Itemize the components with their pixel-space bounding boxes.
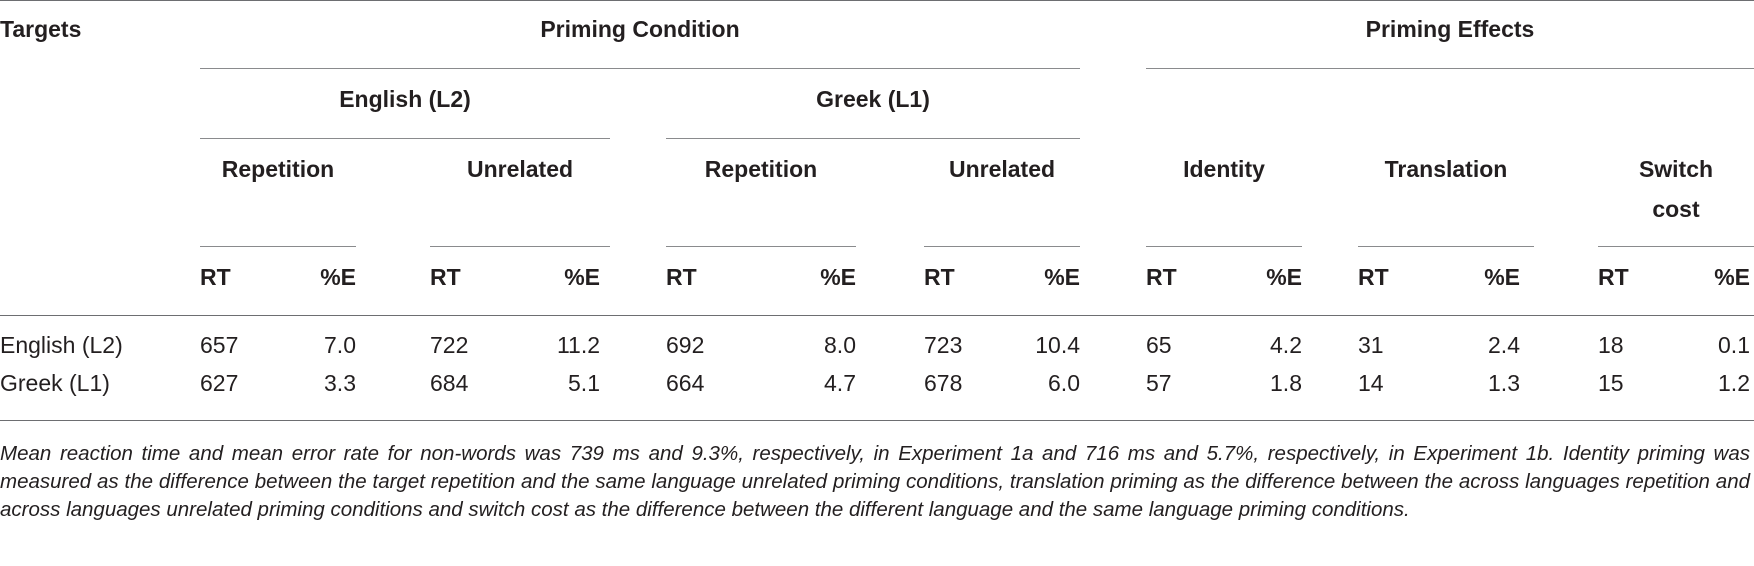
table-header-rule: [0, 315, 1754, 316]
table-top-rule: [0, 0, 1754, 1]
cell-value: 6.0: [1048, 370, 1080, 396]
cell-value: 723: [924, 332, 963, 358]
cell-value: 664: [666, 370, 705, 396]
header-english-l2: English (L2): [339, 86, 471, 112]
cell-value: 722: [430, 332, 469, 358]
cell-value: 5.1: [568, 370, 600, 396]
rule-english-repetition: [200, 246, 356, 247]
header-identity: Identity: [1183, 156, 1265, 182]
header-pct-e: %E: [1714, 264, 1750, 290]
header-rt: RT: [1598, 264, 1629, 290]
cell-value: 2.4: [1488, 332, 1520, 358]
header-priming-condition: Priming Condition: [540, 16, 740, 42]
header-switch-cost-line2: cost: [1652, 196, 1700, 222]
header-pct-e: %E: [564, 264, 600, 290]
rule-english-unrelated: [430, 246, 610, 247]
cell-value: 1.3: [1488, 370, 1520, 396]
header-priming-effects: Priming Effects: [1365, 16, 1535, 42]
header-switch-cost-line1: Switch: [1638, 156, 1714, 182]
rule-priming-effects: [1146, 68, 1754, 69]
header-rt: RT: [1358, 264, 1389, 290]
cell-value: 14: [1358, 370, 1384, 396]
cell-value: 18: [1598, 332, 1624, 358]
rule-identity: [1146, 246, 1302, 247]
rule-english-l2: [200, 138, 610, 139]
cell-value: 684: [430, 370, 469, 396]
cell-value: 8.0: [824, 332, 856, 358]
header-translation: Translation: [1384, 156, 1508, 182]
cell-value: 657: [200, 332, 239, 358]
header-greek-l1: Greek (L1): [816, 86, 930, 112]
row-target: English (L2): [0, 332, 123, 358]
cell-value: 57: [1146, 370, 1172, 396]
rule-priming-condition: [200, 68, 1080, 69]
table-footnote: Mean reaction time and mean error rate f…: [0, 442, 1750, 521]
cell-value: 7.0: [324, 332, 356, 358]
header-rt: RT: [430, 264, 461, 290]
header-greek-repetition: Repetition: [704, 156, 818, 182]
cell-value: 4.7: [824, 370, 856, 396]
header-rt: RT: [666, 264, 697, 290]
header-rt: RT: [924, 264, 955, 290]
header-greek-unrelated: Unrelated: [948, 156, 1056, 182]
header-pct-e: %E: [1044, 264, 1080, 290]
header-rt: RT: [1146, 264, 1177, 290]
cell-value: 65: [1146, 332, 1172, 358]
header-pct-e: %E: [1266, 264, 1302, 290]
header-rt: RT: [200, 264, 231, 290]
cell-value: 15: [1598, 370, 1624, 396]
cell-value: 3.3: [324, 370, 356, 396]
cell-value: 1.8: [1270, 370, 1302, 396]
cell-value: 10.4: [1035, 332, 1080, 358]
cell-value: 1.2: [1718, 370, 1750, 396]
rule-switch-cost: [1598, 246, 1754, 247]
cell-value: 31: [1358, 332, 1384, 358]
rule-greek-l1: [666, 138, 1080, 139]
header-targets: Targets: [0, 16, 82, 42]
rule-translation: [1358, 246, 1534, 247]
header-pct-e: %E: [820, 264, 856, 290]
cell-value: 0.1: [1718, 332, 1750, 358]
cell-value: 627: [200, 370, 239, 396]
cell-value: 692: [666, 332, 705, 358]
header-pct-e: %E: [320, 264, 356, 290]
cell-value: 4.2: [1270, 332, 1302, 358]
cell-value: 678: [924, 370, 963, 396]
header-english-repetition: Repetition: [221, 156, 335, 182]
cell-value: 11.2: [556, 332, 600, 358]
header-pct-e: %E: [1484, 264, 1520, 290]
header-english-unrelated: Unrelated: [466, 156, 574, 182]
rule-greek-unrelated: [924, 246, 1080, 247]
table-bottom-rule: [0, 420, 1754, 421]
rule-greek-repetition: [666, 246, 856, 247]
row-target: Greek (L1): [0, 370, 110, 396]
